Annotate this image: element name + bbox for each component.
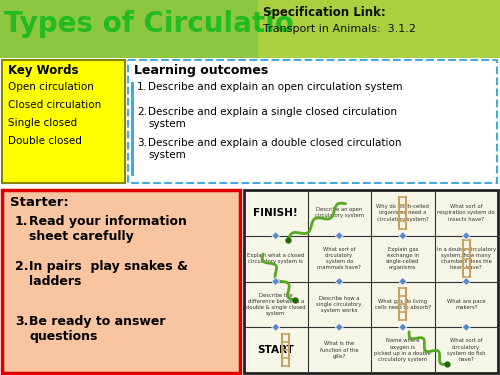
Bar [131, 82, 134, 176]
Text: What gas do living
cells need to absorb?: What gas do living cells need to absorb? [374, 299, 431, 310]
Polygon shape [462, 323, 470, 331]
Text: Describe and explain a single closed circulation
system: Describe and explain a single closed cir… [148, 107, 397, 129]
Text: START: START [258, 345, 294, 355]
Text: What sort of
circulatory
system do
mammals have?: What sort of circulatory system do mamma… [318, 247, 361, 270]
Text: 2.: 2. [137, 107, 147, 117]
Text: 3.: 3. [137, 138, 147, 148]
Bar [0, 0, 500, 58]
Text: Describe the
difference between a
double & single closed
system: Describe the difference between a double… [246, 292, 306, 316]
Polygon shape [462, 278, 470, 285]
Text: What sort of
respiration system do
insects have?: What sort of respiration system do insec… [438, 204, 495, 222]
Text: In a double circulatory
system, how many
chambers does the
heart have?: In a double circulatory system, how many… [436, 247, 496, 270]
Text: Describe how a
single circulatory
system works: Describe how a single circulatory system… [316, 296, 362, 313]
Text: In pairs  play snakes &
ladders: In pairs play snakes & ladders [29, 260, 188, 288]
Text: What is the
function of the
gills?: What is the function of the gills? [320, 341, 358, 359]
Text: Describe an open
circulatory system: Describe an open circulatory system [315, 207, 364, 219]
Polygon shape [335, 278, 343, 285]
Text: Closed circulation: Closed circulation [8, 100, 101, 110]
Text: Starter:: Starter: [10, 196, 69, 209]
Text: Open circulation: Open circulation [8, 82, 94, 92]
Text: Transport in Animals:  3.1.2: Transport in Animals: 3.1.2 [263, 24, 416, 34]
Polygon shape [272, 232, 280, 240]
Text: Describe and explain a double closed circulation
system: Describe and explain a double closed cir… [148, 138, 402, 160]
Text: Single closed: Single closed [8, 118, 77, 128]
FancyBboxPatch shape [128, 60, 497, 183]
Bar [244, 190, 498, 373]
Text: Why do multi-celled
organisms need a
circulatory system?: Why do multi-celled organisms need a cir… [376, 204, 429, 222]
Polygon shape [399, 323, 407, 331]
Text: Read your information
sheet carefully: Read your information sheet carefully [29, 215, 187, 243]
Text: Be ready to answer
questions: Be ready to answer questions [29, 315, 166, 343]
Bar [2, 60, 125, 183]
Bar [2, 190, 240, 373]
Polygon shape [462, 232, 470, 240]
Polygon shape [335, 323, 343, 331]
Text: Learning outcomes: Learning outcomes [134, 64, 268, 77]
Text: FINISH!: FINISH! [254, 208, 298, 218]
Polygon shape [335, 232, 343, 240]
Text: Double closed: Double closed [8, 136, 82, 146]
Text: Types of Circulatio: Types of Circulatio [4, 10, 294, 38]
Polygon shape [272, 278, 280, 285]
Text: Explain what a closed
circulatory system is: Explain what a closed circulatory system… [247, 253, 304, 264]
Text: 1.: 1. [15, 215, 28, 228]
Bar [258, 0, 500, 58]
Polygon shape [399, 278, 407, 285]
Text: Explain gas
exchange in
single-celled
organisms: Explain gas exchange in single-celled or… [386, 247, 420, 270]
Text: Key Words: Key Words [8, 64, 78, 77]
Text: What are pace
makers?: What are pace makers? [447, 299, 486, 310]
Text: Name where
oxygen is
picked up in a double
circulatory system: Name where oxygen is picked up in a doub… [374, 338, 431, 362]
Text: Describe and explain an open circulation system: Describe and explain an open circulation… [148, 82, 403, 92]
Text: What sort of
circulatory
system do fish
have?: What sort of circulatory system do fish … [447, 338, 486, 362]
Text: 1.: 1. [137, 82, 147, 92]
Polygon shape [399, 232, 407, 240]
Text: 2.: 2. [15, 260, 28, 273]
Text: 3.: 3. [15, 315, 28, 328]
Text: Specification Link:: Specification Link: [263, 6, 386, 19]
Polygon shape [272, 323, 280, 331]
